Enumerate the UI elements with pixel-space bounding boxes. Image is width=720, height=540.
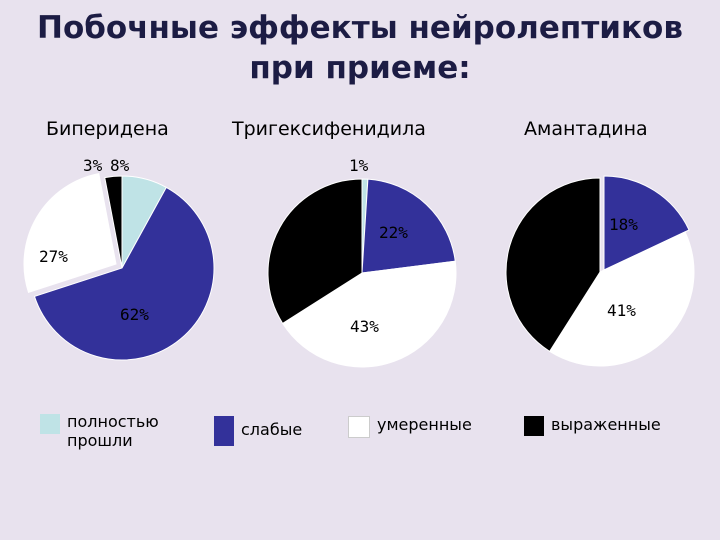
pie-slice <box>23 173 117 294</box>
pie-data-label: 8% <box>110 156 130 175</box>
legend-swatch <box>524 416 544 436</box>
pie-data-label: 3% <box>83 156 103 175</box>
pie-slice <box>505 177 601 353</box>
legend-swatch <box>348 416 370 438</box>
legend-item-moderate: умеренные <box>348 414 472 438</box>
pie-data-label: 43% <box>350 317 379 336</box>
pie-data-label: 1% <box>349 156 369 175</box>
pie-slice <box>33 186 215 361</box>
pie-slice <box>361 178 456 274</box>
pie-data-label: 34% <box>288 234 317 253</box>
legend-label: выраженные <box>551 415 661 434</box>
pie-slice <box>603 175 690 271</box>
pie-chart-1: 1% 22% 43% 34% <box>267 156 457 368</box>
legend-label-line-2: прошли <box>67 431 133 450</box>
legend-label: слабые <box>241 420 303 439</box>
pie-data-label: 62% <box>120 305 149 324</box>
pie-chart-2: 18% 41% 41% <box>505 175 695 367</box>
legend-swatch <box>40 414 60 434</box>
legend-label-line-1: полностью <box>67 412 159 431</box>
pie-slice <box>281 260 457 368</box>
pie-data-label: 18% <box>609 215 638 234</box>
legend-swatch <box>214 416 234 446</box>
pie-slice <box>267 178 363 325</box>
title-line-1: Побочные эффекты нейролептиков <box>37 10 683 46</box>
title-line-2: при приеме: <box>249 50 471 86</box>
legend-item-weak: слабые <box>214 416 302 446</box>
chart-title-biperiden: Биперидена <box>46 118 169 140</box>
pie-data-label: 41% <box>607 301 636 320</box>
pie-data-label: 41% <box>512 243 541 262</box>
page-title: Побочные эффекты нейролептиков при прием… <box>0 8 720 88</box>
legend-label: умеренные <box>377 415 472 434</box>
pie-data-label: 22% <box>379 223 408 242</box>
chart-title-trihexyphenidyl: Тригексифенидила <box>232 118 426 140</box>
pie-slice <box>548 231 695 367</box>
legend-item-fully-passed: полностью прошли <box>40 412 159 450</box>
pie-slice <box>104 175 123 269</box>
pie-data-label: 27% <box>39 247 68 266</box>
chart-title-amantadine: Амантадина <box>524 118 648 140</box>
pie-chart-0: 8% 3% 27% 62% <box>23 156 215 361</box>
legend-item-severe: выраженные <box>524 414 661 436</box>
